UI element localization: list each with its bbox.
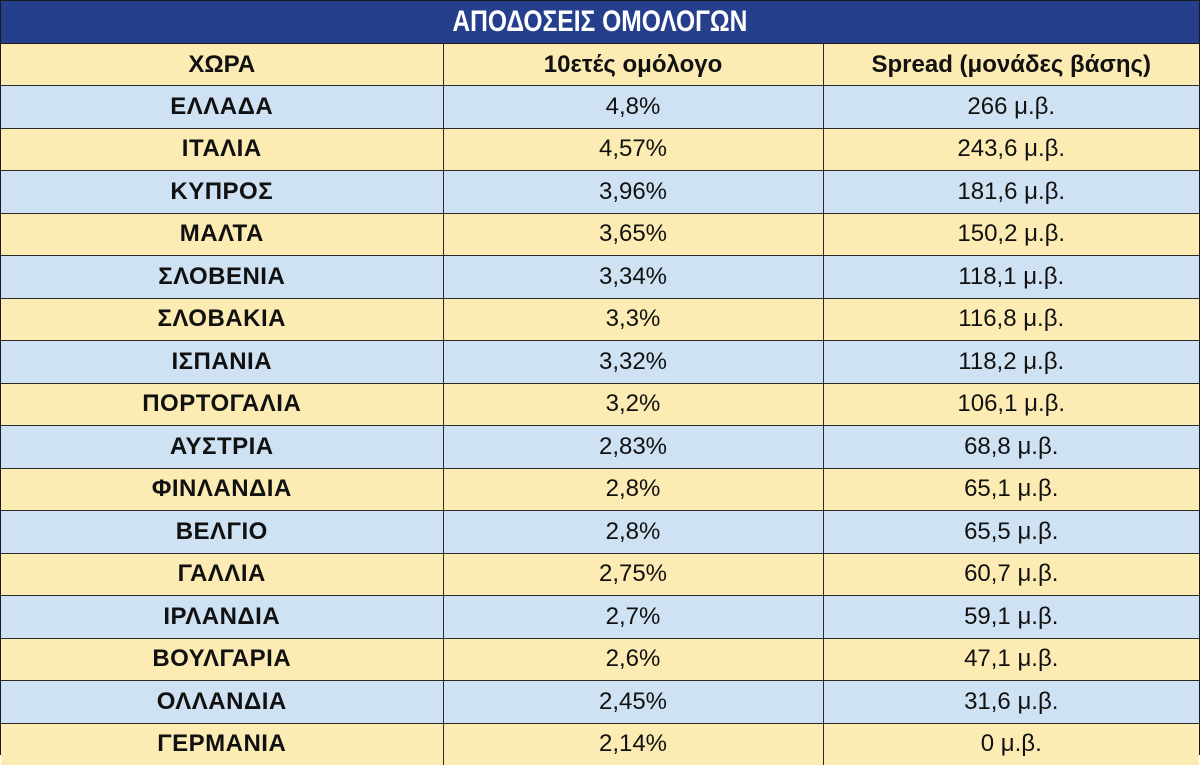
country-cell: ΠΟΡΤΟΓΑΛΙΑ xyxy=(1,383,443,426)
yield-cell: 2,6% xyxy=(443,638,823,681)
yield-cell: 2,8% xyxy=(443,511,823,554)
yield-cell: 4,8% xyxy=(443,86,823,129)
country-cell: ΙΣΠΑΝΙΑ xyxy=(1,341,443,384)
country-cell: ΒΕΛΓΙΟ xyxy=(1,511,443,554)
yield-cell: 2,8% xyxy=(443,468,823,511)
spread-cell: 31,6 μ.β. xyxy=(823,681,1199,724)
yield-cell: 2,45% xyxy=(443,681,823,724)
country-cell: ΚΥΠΡΟΣ xyxy=(1,171,443,214)
spread-cell: 68,8 μ.β. xyxy=(823,426,1199,469)
country-cell: ΟΛΛΑΝΔΙΑ xyxy=(1,681,443,724)
table-title-bar: ΑΠΟΔΟΣΕΙΣ ΟΜΟΛΟΓΩΝ xyxy=(1,1,1199,44)
country-cell: ΜΑΛΤΑ xyxy=(1,213,443,256)
spread-cell: 266 μ.β. xyxy=(823,86,1199,129)
country-cell: ΑΥΣΤΡΙΑ xyxy=(1,426,443,469)
yield-cell: 3,96% xyxy=(443,171,823,214)
spread-cell: 60,7 μ.β. xyxy=(823,553,1199,596)
country-cell: ΦΙΝΛΑΝΔΙΑ xyxy=(1,468,443,511)
spread-cell: 150,2 μ.β. xyxy=(823,213,1199,256)
country-cell: ΣΛΟΒΑΚΙΑ xyxy=(1,298,443,341)
spread-cell: 118,2 μ.β. xyxy=(823,341,1199,384)
spread-cell: 0 μ.β. xyxy=(823,723,1199,765)
spread-cell: 59,1 μ.β. xyxy=(823,596,1199,639)
spread-cell: 181,6 μ.β. xyxy=(823,171,1199,214)
spread-cell: 116,8 μ.β. xyxy=(823,298,1199,341)
yield-cell: 3,34% xyxy=(443,256,823,299)
country-cell: ΙΤΑΛΙΑ xyxy=(1,128,443,171)
column-header-country: ΧΩΡΑ xyxy=(1,44,443,86)
spread-cell: 243,6 μ.β. xyxy=(823,128,1199,171)
yield-cell: 3,32% xyxy=(443,341,823,384)
spread-cell: 65,5 μ.β. xyxy=(823,511,1199,554)
yield-cell: 2,7% xyxy=(443,596,823,639)
country-cell: ΒΟΥΛΓΑΡΙΑ xyxy=(1,638,443,681)
yield-cell: 3,65% xyxy=(443,213,823,256)
spread-cell: 65,1 μ.β. xyxy=(823,468,1199,511)
country-cell: ΙΡΛΑΝΔΙΑ xyxy=(1,596,443,639)
spread-cell: 106,1 μ.β. xyxy=(823,383,1199,426)
column-header-yield: 10ετές ομόλογο xyxy=(443,44,823,86)
yield-cell: 4,57% xyxy=(443,128,823,171)
yield-cell: 3,3% xyxy=(443,298,823,341)
country-cell: ΓΑΛΛΙΑ xyxy=(1,553,443,596)
spread-cell: 118,1 μ.β. xyxy=(823,256,1199,299)
header-row: ΧΩΡΑ 10ετές ομόλογο Spread (μονάδες βάση… xyxy=(1,44,1199,86)
country-cell: ΣΛΟΒΕΝΙΑ xyxy=(1,256,443,299)
column-header-spread: Spread (μονάδες βάσης) xyxy=(823,44,1199,86)
yield-cell: 2,83% xyxy=(443,426,823,469)
spread-cell: 47,1 μ.β. xyxy=(823,638,1199,681)
country-cell: ΕΛΛΑΔΑ xyxy=(1,86,443,129)
yield-cell: 2,14% xyxy=(443,723,823,765)
yield-cell: 2,75% xyxy=(443,553,823,596)
bond-yields-table: ΧΩΡΑ 10ετές ομόλογο Spread (μονάδες βάση… xyxy=(1,44,1199,765)
table-title: ΑΠΟΔΟΣΕΙΣ ΟΜΟΛΟΓΩΝ xyxy=(452,5,747,39)
yield-cell: 3,2% xyxy=(443,383,823,426)
country-cell: ΓΕΡΜΑΝΙΑ xyxy=(1,723,443,765)
